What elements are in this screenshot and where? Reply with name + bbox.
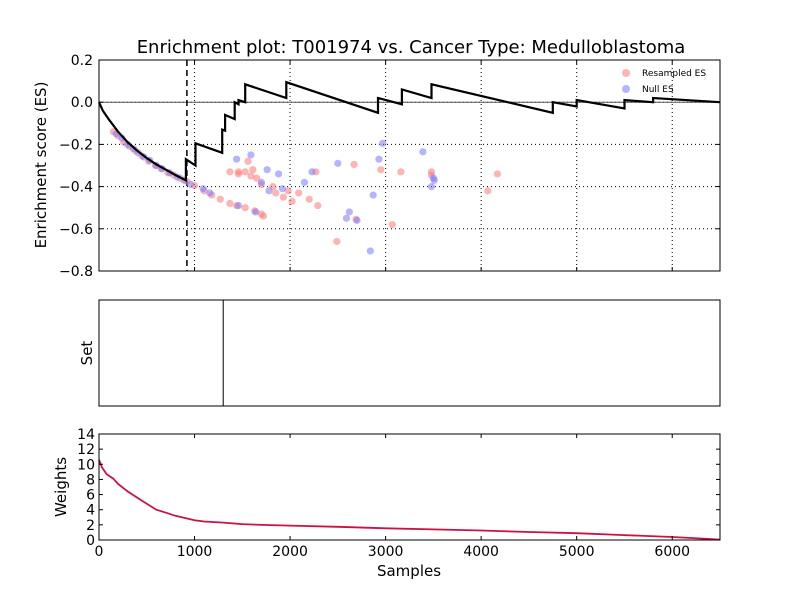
y-tick-label: 10 [77, 457, 95, 473]
null-es-point [247, 151, 255, 159]
null-es-point [257, 178, 266, 186]
null-es-point [308, 168, 316, 176]
enrichment-y-axis: −0.8 −0.6 −0.4 −0.2 0.0 0.2 [59, 53, 720, 280]
y-tick-label: 12 [77, 442, 95, 458]
y-tick-label: 0 [86, 533, 95, 549]
x-axis-label: Samples [377, 562, 441, 580]
x-tick-label: 1000 [177, 544, 213, 560]
resampled-es-point [226, 168, 234, 176]
set-plot-frame [98, 299, 721, 407]
enrichment-x-ticks [98, 60, 673, 271]
resampled-es-point [397, 168, 405, 176]
resampled-es-point [226, 199, 234, 208]
null-es-point [345, 208, 353, 216]
resampled-es-point [314, 201, 322, 210]
null-es-point [118, 134, 126, 142]
scatter-points [109, 128, 501, 255]
weights-plot-frame [98, 433, 721, 541]
null-es-point [232, 155, 241, 163]
resampled-es-point [493, 170, 501, 178]
null-es-point [379, 139, 387, 147]
null-es-point [342, 214, 351, 222]
null-es-point [278, 185, 287, 193]
resampled-es-point [333, 237, 341, 246]
y-tick-label: 14 [77, 427, 95, 443]
y-tick-label: 6 [86, 488, 95, 504]
null-es-point [206, 189, 214, 197]
null-es-point [300, 178, 309, 186]
null-es-point [252, 208, 260, 216]
x-tick-label: 4000 [463, 544, 499, 560]
resampled-es-point [216, 195, 224, 203]
y-tick-label: 2 [86, 518, 95, 534]
null-es-point [265, 187, 273, 195]
x-tick-label: 6000 [654, 544, 690, 560]
resampled-es-point [284, 187, 292, 195]
resampled-es-point [241, 168, 249, 176]
x-tick-label: 5000 [559, 544, 595, 560]
x-tick-label: 0 [95, 544, 104, 560]
legend-label-resampled: Resampled ES [642, 69, 706, 79]
resampled-es-point [272, 189, 280, 197]
y-axis-label: Enrichment score (ES) [32, 82, 50, 249]
resampled-es-point [253, 174, 261, 182]
resampled-es-point [350, 160, 358, 169]
chart-title: Enrichment plot: T001974 vs. Cancer Type… [137, 37, 686, 58]
resampled-es-point [234, 170, 243, 178]
null-es-point [430, 176, 438, 184]
resampled-es-point [259, 212, 267, 220]
null-es-point [366, 247, 374, 255]
resampled-es-point [388, 220, 396, 229]
resampled-es-point [244, 157, 252, 165]
y-tick-label: −0.6 [59, 222, 93, 238]
weights-x-axis: 0 1000 2000 3000 4000 5000 6000 [95, 434, 690, 560]
weights-axis-label: Weights [52, 457, 70, 517]
null-es-point [234, 201, 243, 210]
legend: Resampled ES Null ES [622, 69, 706, 95]
legend-marker-null [622, 85, 630, 93]
null-es-point [187, 180, 195, 189]
x-tick-label: 2000 [272, 544, 308, 560]
y-tick-label: 0.0 [71, 95, 93, 111]
null-es-point [375, 155, 383, 163]
resampled-es-point [295, 189, 303, 197]
y-tick-label: 8 [86, 472, 95, 488]
y-tick-label: −0.2 [59, 137, 93, 153]
null-es-point [275, 170, 283, 178]
weights-line [98, 459, 721, 541]
resampled-es-point [484, 187, 492, 195]
null-es-point [334, 159, 342, 167]
null-es-point [369, 191, 377, 199]
null-es-point [353, 216, 361, 224]
y-tick-label: −0.8 [59, 264, 93, 280]
resampled-es-point [247, 172, 255, 180]
x-tick-label: 3000 [368, 544, 404, 560]
legend-marker-resampled [622, 69, 630, 77]
y-tick-label: −0.4 [59, 180, 93, 196]
y-tick-label: 0.2 [71, 53, 93, 69]
resampled-es-point [249, 166, 257, 174]
resampled-es-point [305, 195, 313, 203]
resampled-es-point [279, 193, 287, 201]
null-es-point [263, 166, 271, 174]
resampled-es-point [241, 204, 249, 212]
legend-label-null: Null ES [642, 85, 674, 95]
es-line [97, 80, 721, 183]
resampled-es-point [377, 166, 385, 174]
null-es-point [419, 148, 427, 156]
y-tick-label: 4 [86, 503, 95, 519]
null-es-point [427, 183, 436, 191]
resampled-es-point [288, 197, 296, 205]
enrichment-plot-frame [98, 59, 721, 272]
set-axis-label: Set [78, 341, 96, 366]
null-es-point [199, 185, 207, 193]
